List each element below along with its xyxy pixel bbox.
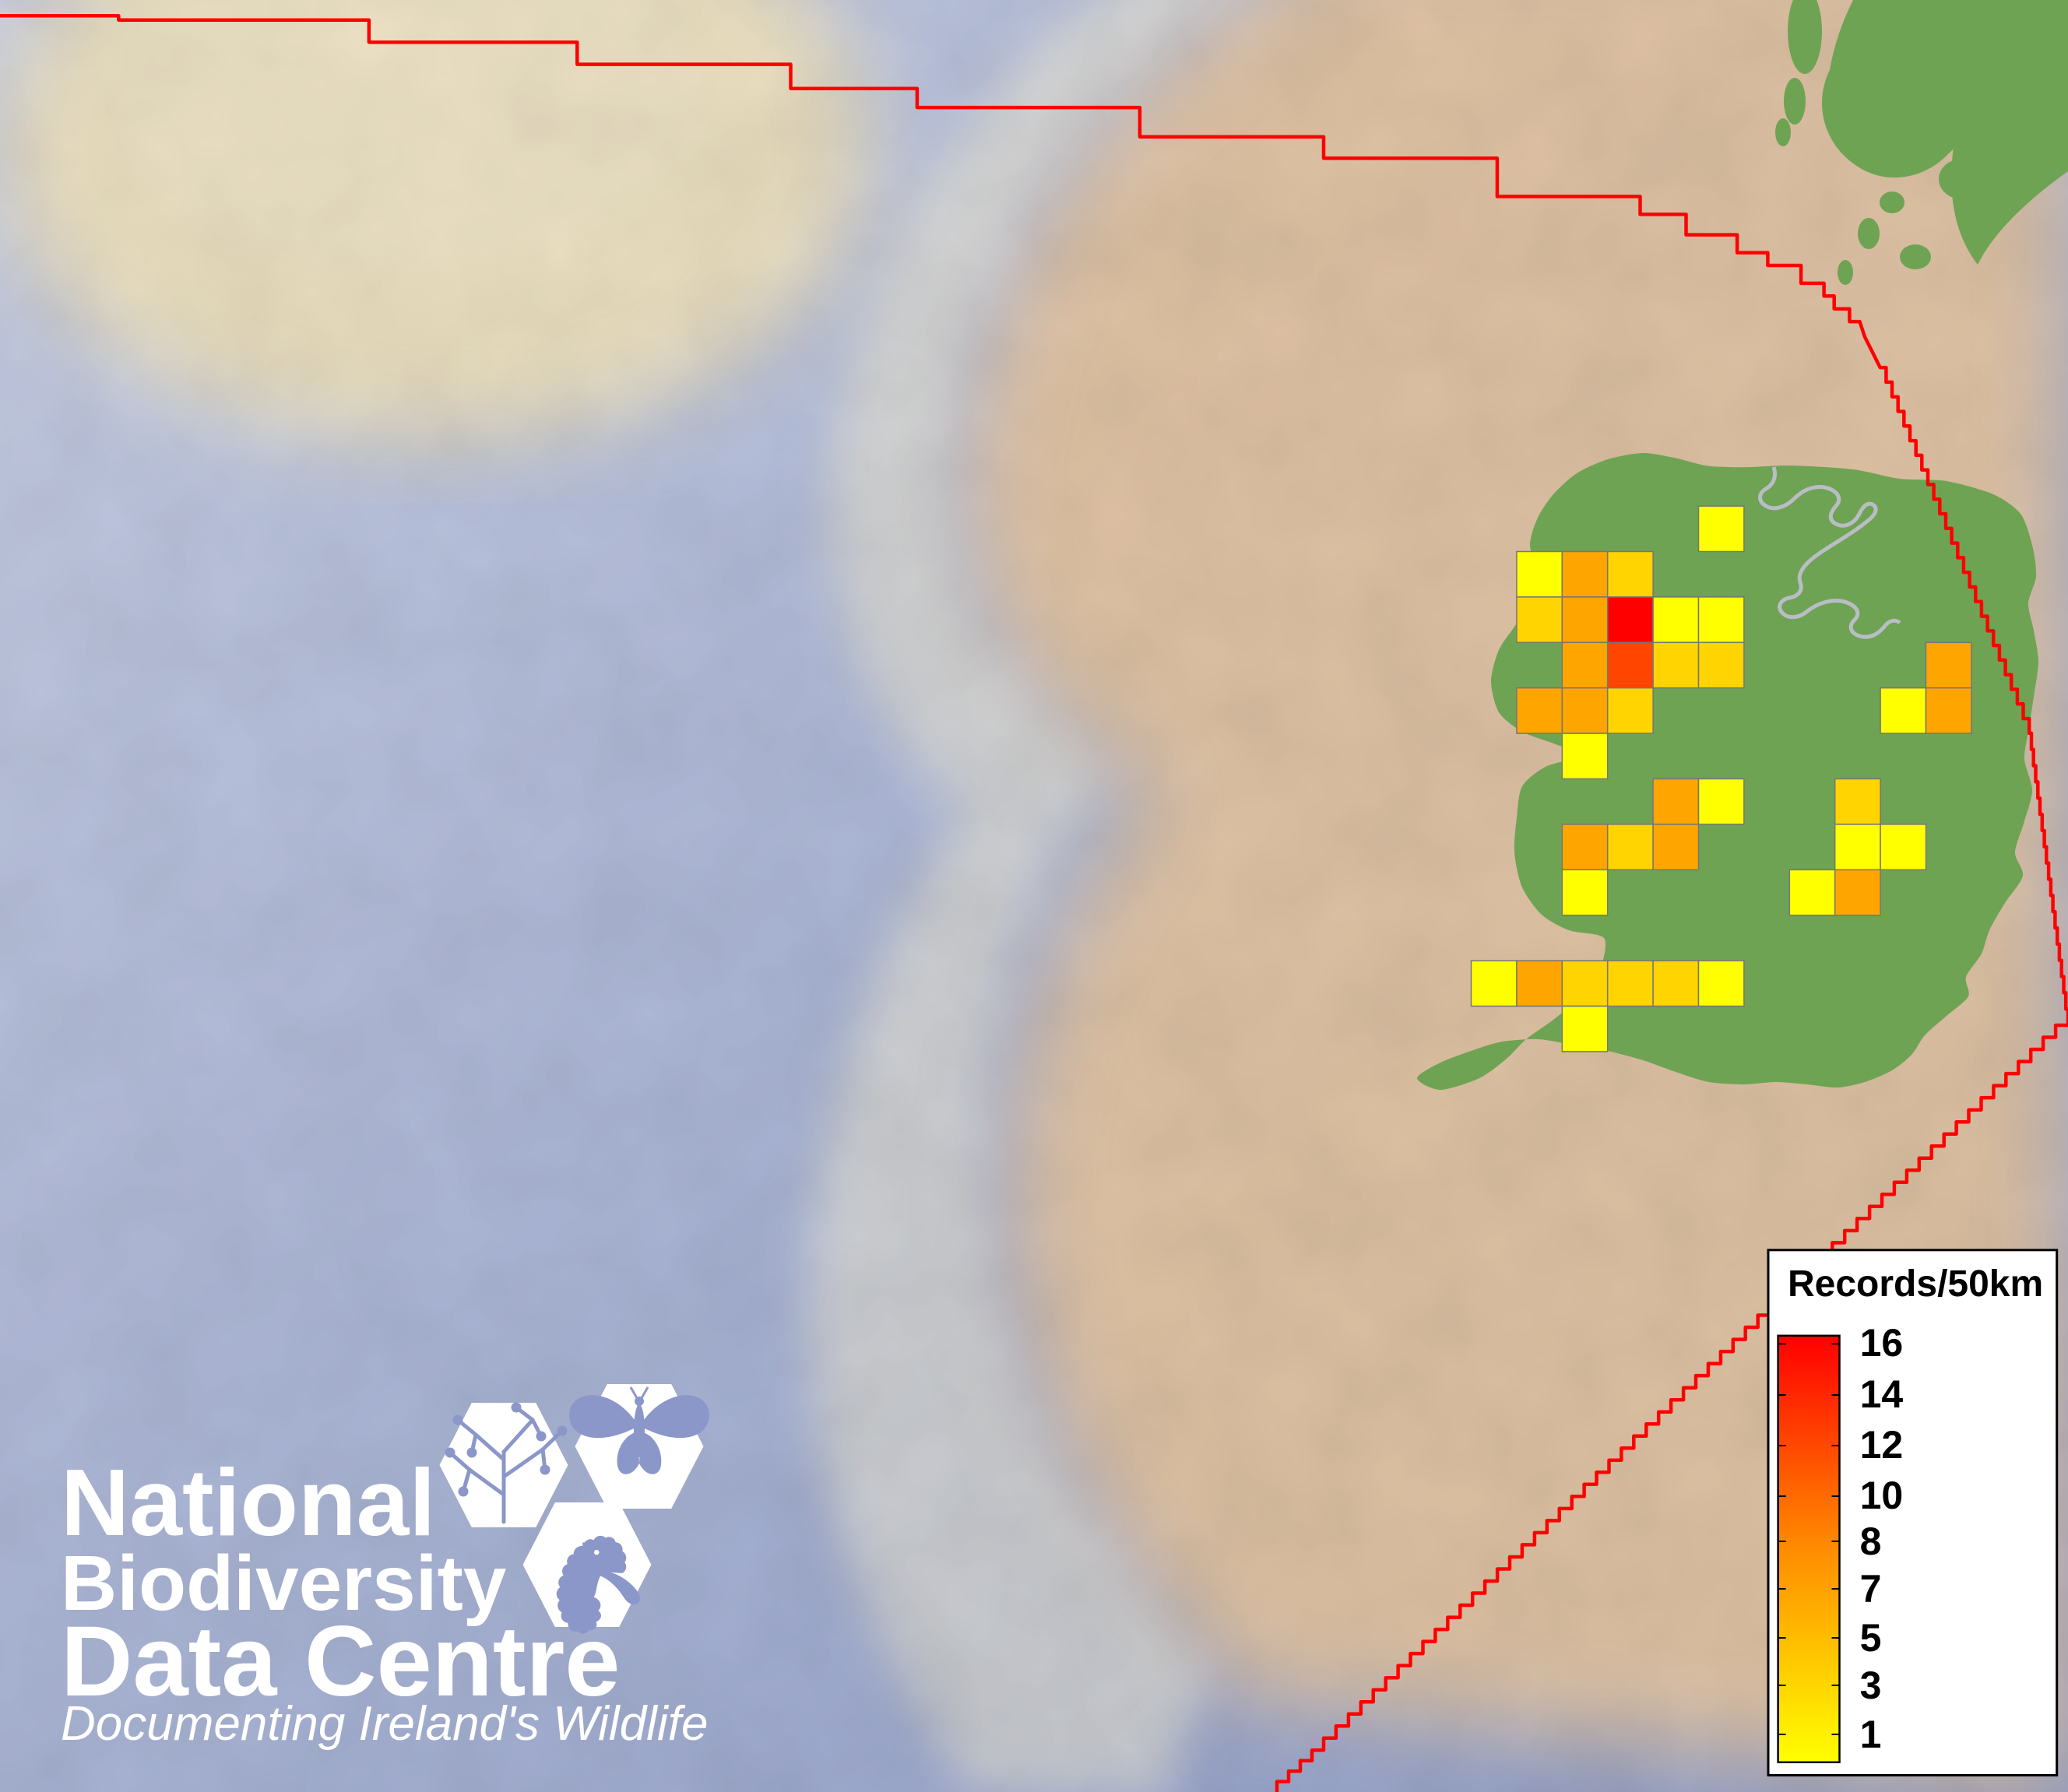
svg-text:5: 5: [1860, 1616, 1882, 1660]
svg-text:3: 3: [1860, 1664, 1882, 1707]
svg-text:12: 12: [1860, 1423, 1904, 1467]
svg-text:Documenting Ireland's Wildlife: Documenting Ireland's Wildlife: [61, 1697, 708, 1751]
svg-text:8: 8: [1860, 1520, 1882, 1563]
svg-text:Records/50km: Records/50km: [1788, 1263, 2043, 1305]
svg-text:7: 7: [1860, 1567, 1882, 1611]
svg-text:10: 10: [1860, 1474, 1904, 1517]
svg-text:14: 14: [1860, 1372, 1904, 1416]
svg-text:16: 16: [1860, 1321, 1904, 1365]
svg-text:1: 1: [1860, 1713, 1882, 1756]
